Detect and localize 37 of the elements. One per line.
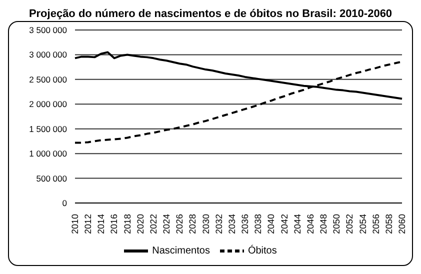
chart-title: Projeção do número de nascimentos e de óbitos no Brasil: 2010-2060 — [28, 8, 394, 21]
x-tick-label: 2036 — [240, 214, 250, 234]
x-tick-label: 2058 — [384, 214, 394, 234]
x-tick-label: 2020 — [135, 214, 146, 234]
x-tick-label: 2034 — [226, 214, 237, 234]
y-tick-label: 2 000 000 — [29, 99, 68, 110]
y-tick-label: 1 500 000 — [29, 124, 68, 134]
y-tick-label: 0 — [62, 198, 68, 208]
x-tick-label: 2046 — [305, 214, 316, 234]
x-tick-label: 2048 — [318, 214, 329, 234]
x-tick-label: 2056 — [370, 214, 381, 234]
y-tick-label: 3 500 000 — [29, 25, 68, 36]
x-tick-label: 2018 — [122, 214, 132, 234]
x-tick-label: 2010 — [70, 214, 80, 234]
x-tick-label: 2040 — [266, 214, 276, 234]
x-tick-label: 2014 — [96, 214, 106, 234]
x-tick-label: 2012 — [83, 214, 94, 234]
y-tick-label: 500 000 — [36, 173, 68, 184]
x-tick-label: 2022 — [148, 214, 158, 234]
x-tick-label: 2050 — [332, 214, 342, 234]
y-tick-label: 2 500 000 — [29, 74, 68, 84]
x-tick-label: 2052 — [344, 214, 355, 234]
x-tick-label: 2016 — [109, 214, 120, 234]
legend-label: Óbitos — [248, 246, 277, 257]
x-tick-label: 2060 — [397, 214, 407, 234]
x-tick-label: 2032 — [214, 214, 224, 234]
x-tick-label: 2042 — [279, 214, 290, 234]
x-tick-label: 2024 — [162, 214, 172, 234]
legend-label: Nascimentos — [152, 246, 210, 257]
x-tick-label: 2038 — [253, 214, 264, 234]
y-tick-label: 3 000 000 — [29, 50, 68, 60]
x-tick-label: 2026 — [174, 214, 185, 234]
x-tick-label: 2054 — [358, 214, 368, 234]
y-tick-label: 1 000 000 — [29, 148, 68, 159]
x-tick-label: 2028 — [188, 214, 198, 234]
x-tick-label: 2044 — [292, 214, 302, 234]
x-tick-label: 2030 — [200, 214, 211, 234]
